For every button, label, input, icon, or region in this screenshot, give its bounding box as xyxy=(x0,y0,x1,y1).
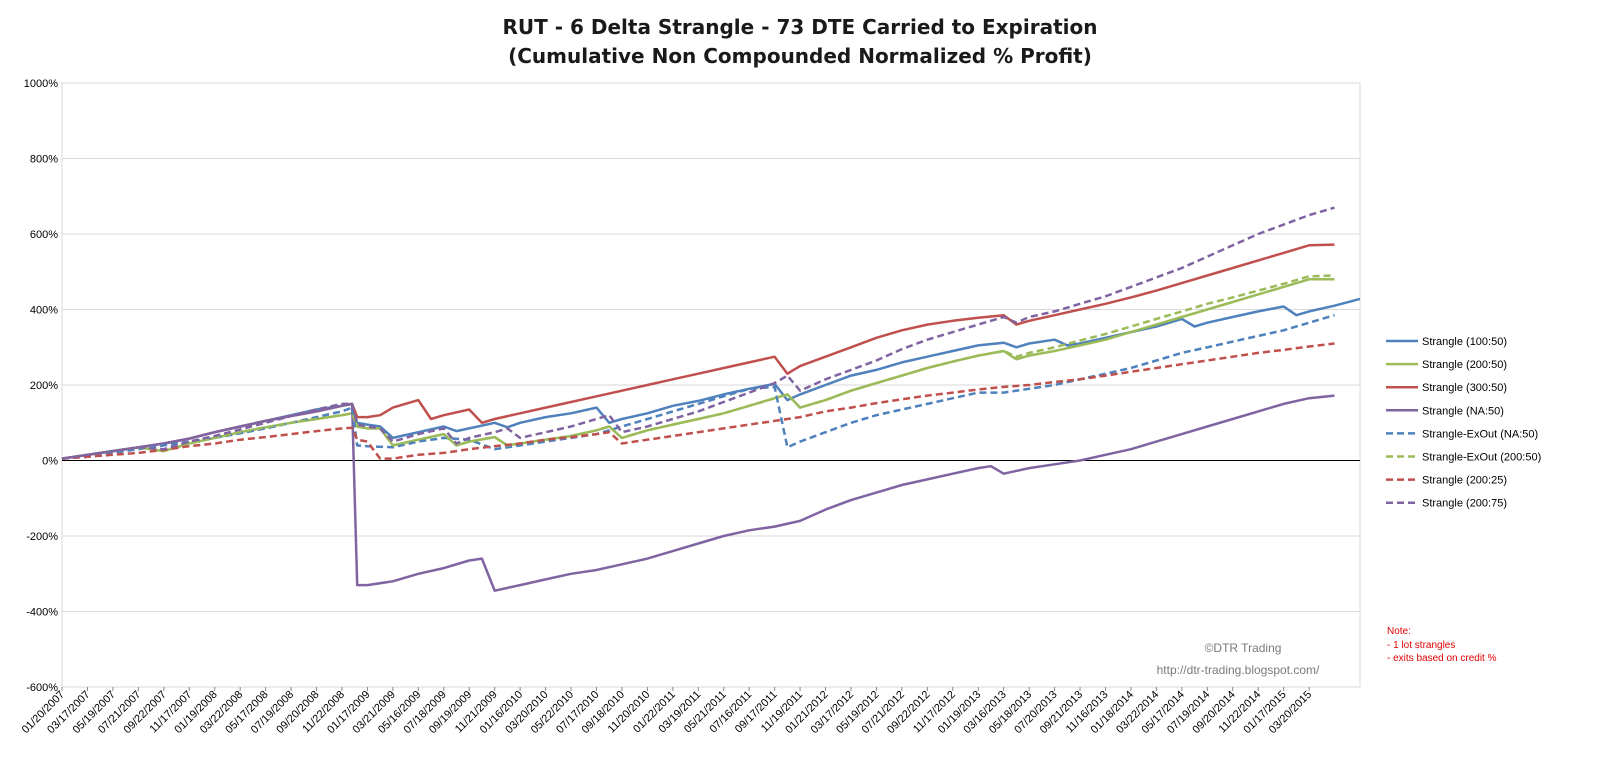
watermark-url: http://dtr-trading.blogspot.com/ xyxy=(1157,663,1320,677)
x-axis-ticks: 01/20/200703/17/200705/19/200707/21/2007… xyxy=(20,687,1314,736)
chart-title: RUT - 6 Delta Strangle - 73 DTE Carried … xyxy=(503,15,1098,68)
series-line-7 xyxy=(61,206,1335,460)
y-tick-label: 0% xyxy=(42,456,58,468)
legend-label-4: Strangle-ExOut (NA:50) xyxy=(1422,428,1538,440)
watermark: ©DTR Trading http://dtr-trading.blogspot… xyxy=(1157,641,1320,677)
note-line-1: - 1 lot strangles xyxy=(1387,640,1455,651)
series-group xyxy=(61,206,1361,592)
note-box: Note: - 1 lot strangles - exits based on… xyxy=(1387,626,1497,664)
legend-label-3: Strangle (NA:50) xyxy=(1422,405,1504,417)
legend-label-5: Strangle-ExOut (200:50) xyxy=(1422,452,1541,464)
chart-title-line-2: (Cumulative Non Compounded Normalized % … xyxy=(508,44,1092,68)
series-line-6 xyxy=(61,342,1335,460)
watermark-copyright: ©DTR Trading xyxy=(1205,641,1282,655)
y-tick-label: 800% xyxy=(30,154,58,166)
y-tick-label: -200% xyxy=(26,531,58,543)
legend-label-6: Strangle (200:25) xyxy=(1422,475,1507,487)
note-heading: Note: xyxy=(1387,626,1411,637)
y-tick-label: 200% xyxy=(30,380,58,392)
legend-label-1: Strangle (200:50) xyxy=(1422,359,1507,371)
legend-label-2: Strangle (300:50) xyxy=(1422,382,1507,394)
legend-label-0: Strangle (100:50) xyxy=(1422,336,1507,348)
y-tick-label: 400% xyxy=(30,305,58,317)
chart-title-line-1: RUT - 6 Delta Strangle - 73 DTE Carried … xyxy=(503,15,1098,39)
legend-label-7: Strangle (200:75) xyxy=(1422,498,1507,510)
gridlines xyxy=(62,82,1360,688)
y-tick-label: -400% xyxy=(26,607,58,619)
y-tick-label: 600% xyxy=(30,229,58,241)
legend: Strangle (100:50) Strangle (200:50) Strang… xyxy=(1386,336,1541,510)
series-line-1 xyxy=(61,278,1335,460)
y-axis-ticks: -600% -400% -200% 0% 200% 400% 600% 800% 1000% xyxy=(24,78,58,694)
y-tick-label: -600% xyxy=(26,682,58,694)
y-tick-label: 1000% xyxy=(24,78,58,90)
note-line-2: - exits based on credit % xyxy=(1387,653,1497,664)
